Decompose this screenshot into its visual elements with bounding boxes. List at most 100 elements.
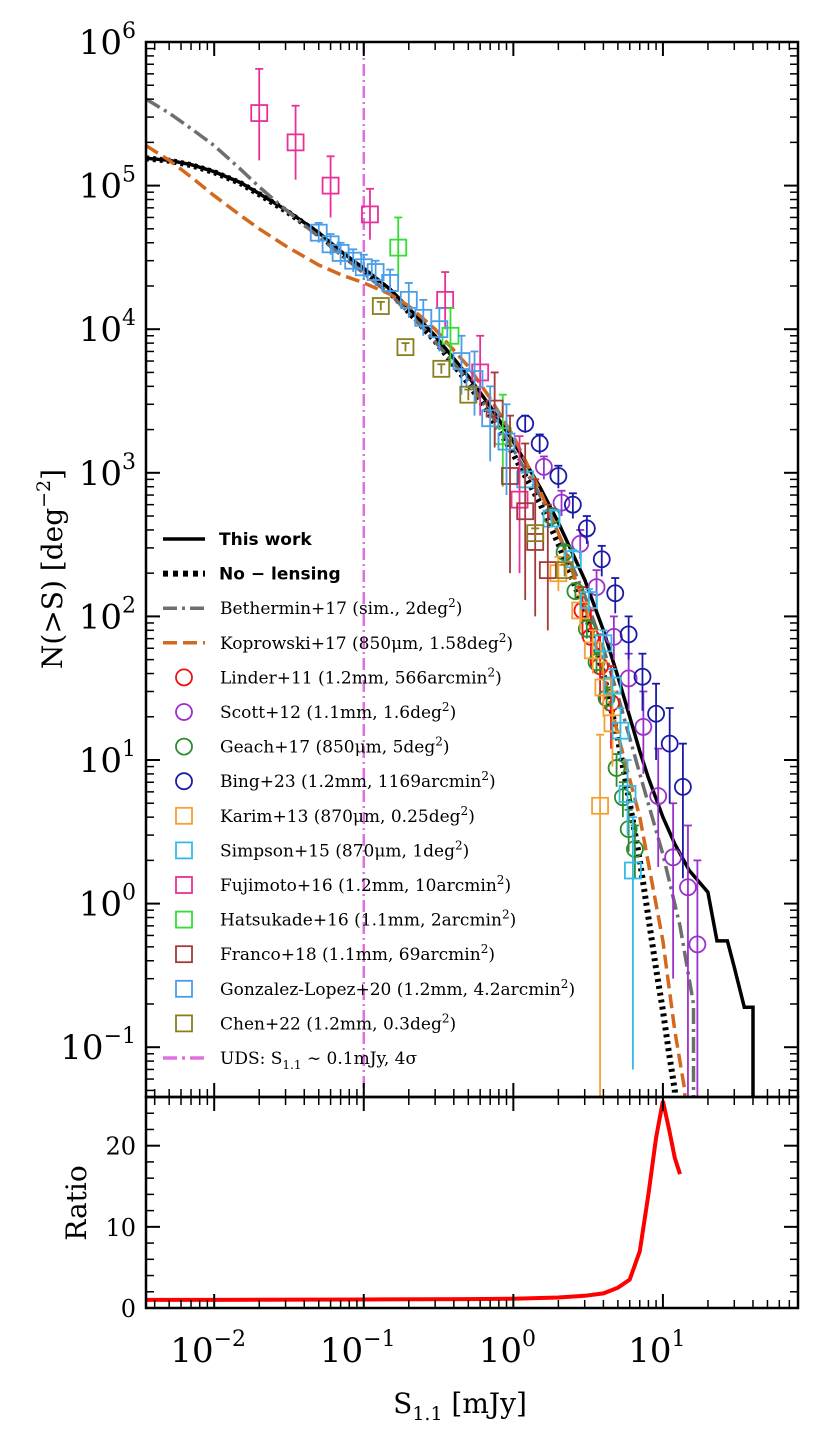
data-point (597, 689, 616, 707)
data-point (566, 582, 585, 601)
data-point (530, 434, 549, 453)
series-gonzalez-lopez-20 (309, 221, 516, 496)
legend-item-koprowski-17-850-m-1-58deg: Koprowski+17 (850μm, 1.58deg2) (163, 631, 513, 654)
legend-item-no-lensing: No − lensing (163, 565, 341, 585)
data-point (459, 385, 478, 404)
data-point (606, 584, 625, 603)
data-series (250, 67, 707, 1097)
data-point (516, 414, 535, 433)
legend-item-bing-23-1-2mm-1169arcmin: Bing+23 (1.2mm, 1169arcmin2) (175, 769, 496, 792)
data-point (534, 457, 553, 476)
legend-item-uds-s: UDS: S1.1 ∼ 0.1mJy, 4σ (163, 1049, 417, 1072)
y-tick-label: 100 (79, 881, 136, 925)
data-point (366, 263, 385, 281)
data-point (592, 550, 611, 569)
data-point (549, 467, 568, 485)
legend-label: This work (219, 530, 312, 550)
legend-label: Chen+22 (1.2mm, 0.3deg2) (220, 1011, 456, 1034)
legend-label: Fujimoto+16 (1.2mm, 10arcmin2) (220, 873, 511, 896)
data-point (688, 935, 707, 954)
data-point (563, 495, 582, 514)
data-point (452, 352, 471, 370)
x-axis-label: S1.1 [mJy] (393, 1387, 527, 1425)
y-tick-label: 105 (79, 163, 136, 207)
data-point (542, 509, 561, 528)
legend-item-fujimoto-16-1-2mm-10arcmin: Fujimoto+16 (1.2mm, 10arcmin2) (175, 873, 511, 896)
data-point (607, 759, 626, 777)
data-point (626, 840, 644, 858)
data-point (552, 493, 571, 512)
legend-label: Bethermin+17 (sim., 2deg2) (220, 596, 462, 619)
legend-symbol (175, 737, 193, 756)
legend-symbol (175, 703, 193, 721)
data-point (497, 432, 516, 451)
legend-symbol (175, 772, 193, 791)
legend-symbol (175, 979, 193, 998)
data-point (619, 625, 638, 644)
data-point (430, 320, 449, 339)
data-point (618, 785, 637, 803)
top-y-axis-ticks: 10−1 100 101 102 103 104 105 106 (60, 19, 798, 1092)
data-point (414, 308, 433, 327)
data-point (399, 290, 418, 309)
data-point (344, 251, 363, 270)
legend-label: Hatsukade+16 (1.1mm, 2arcmin2) (220, 908, 516, 931)
legend: This work No − lensing Bethermin+17 (sim.,… (163, 530, 575, 1072)
top-x-axis-ticks (153, 42, 799, 1097)
data-point (516, 502, 535, 521)
curve-koprowski-17 (146, 144, 687, 1097)
data-point (577, 519, 596, 538)
data-point (594, 678, 613, 697)
x-tick-label: 10−1 (320, 1327, 396, 1371)
data-point (613, 788, 632, 807)
y-tick-label: 103 (79, 450, 136, 494)
data-point (679, 878, 697, 897)
data-point (580, 591, 598, 609)
x-tick-label: 100 (479, 1327, 536, 1371)
data-point (309, 223, 328, 242)
legend-item-chen-22-1-2mm-0-3deg: Chen+22 (1.2mm, 0.3deg2) (175, 1011, 456, 1034)
data-point (436, 290, 455, 309)
legend-symbol (175, 806, 193, 825)
y-tick-label: 106 (79, 19, 136, 63)
data-point (624, 861, 642, 880)
ratio-line (146, 1100, 682, 1302)
legend-item-geach-17-850-m-5deg: Geach+17 (850μm, 5deg2) (175, 735, 450, 758)
data-point (649, 787, 668, 806)
legend-label: Franco+18 (1.1mm, 69arcmin2) (220, 942, 495, 965)
data-point (389, 238, 408, 257)
y-tick-label: 102 (79, 593, 136, 637)
legend-symbol (175, 945, 193, 964)
data-point (321, 176, 340, 195)
data-point (582, 627, 600, 646)
data-point (647, 704, 665, 723)
data-point (619, 820, 638, 839)
data-point (481, 409, 500, 428)
legend-label: UDS: S1.1 ∼ 0.1mJy, 4σ (220, 1049, 417, 1072)
legend-symbol (175, 841, 193, 860)
data-point (354, 258, 373, 277)
data-point (286, 133, 305, 152)
data-point (432, 359, 451, 378)
legend-item-hatsukade-16-1-1mm-2arcmin: Hatsukade+16 (1.1mm, 2arcmin2) (175, 908, 516, 931)
bottom-y-axis-ticks: 0 10 20 (105, 1112, 798, 1323)
series-bing-23 (516, 414, 692, 879)
x-tick-label: 101 (628, 1327, 685, 1371)
legend-label: Koprowski+17 (850μm, 1.58deg2) (220, 631, 513, 654)
legend-item-linder-11-1-2mm-566arcmin: Linder+11 (1.2mm, 566arcmin2) (175, 665, 502, 688)
data-point (611, 721, 630, 740)
data-point (634, 718, 653, 736)
data-point (501, 467, 519, 485)
data-point (673, 777, 692, 796)
data-point (371, 297, 390, 315)
data-point (510, 490, 529, 509)
x-tick-label: 10−2 (170, 1327, 246, 1371)
legend-label: Karim+13 (870μm, 0.25deg2) (220, 804, 475, 827)
data-point (396, 338, 415, 357)
legend-label: Geach+17 (850μm, 5deg2) (220, 735, 450, 758)
bottom-y-axis-label: Ratio (60, 1165, 93, 1240)
data-point (664, 848, 683, 867)
y-tick-label: 101 (79, 737, 136, 781)
